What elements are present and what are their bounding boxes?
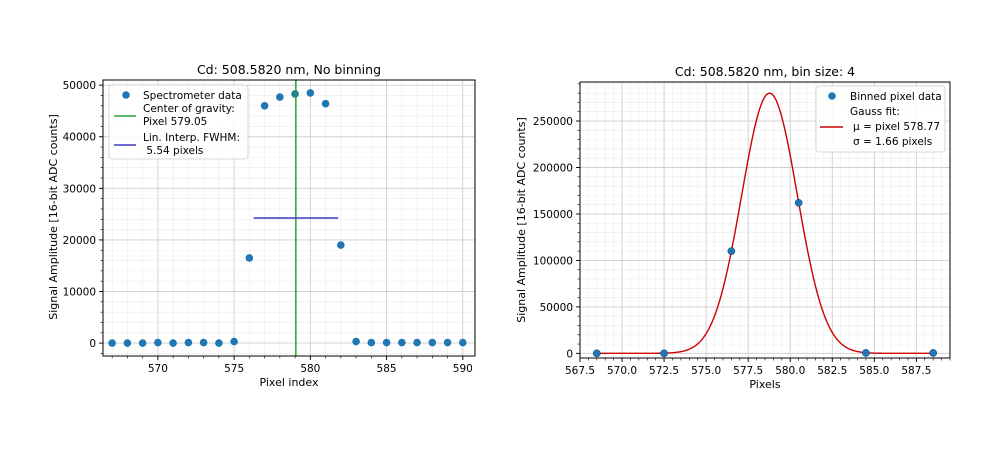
left-x-tick-label: 590 <box>453 363 473 375</box>
right-y-axis-label: Signal Amplitude [16-bit ADC counts] <box>515 117 528 323</box>
left-data-point <box>138 339 147 347</box>
right-y-tick-label: 150000 <box>533 209 573 221</box>
right-x-tick-label: 570.0 <box>607 365 637 377</box>
left-data-point <box>367 338 376 347</box>
left-x-tick-label: 580 <box>300 363 320 375</box>
left-y-tick-label: 20000 <box>63 235 96 247</box>
left-y-tick-label: 40000 <box>63 132 96 144</box>
right-y-tick-label: 200000 <box>533 162 573 174</box>
left-chart-title: Cd: 508.5820 nm, No binning <box>197 62 381 77</box>
left-axes-frame <box>102 79 476 357</box>
right-x-tick-label: 567.5 <box>565 365 595 377</box>
left-data-point <box>321 99 330 108</box>
left-data-point <box>337 241 345 249</box>
right-y-tick-label: 250000 <box>533 116 573 128</box>
left-legend-label-spectrometer: Spectrometer data <box>143 90 242 102</box>
right-y-tick-label: 100000 <box>533 255 573 267</box>
right-data-point <box>660 349 668 358</box>
left-data-point <box>245 254 254 262</box>
left-y-tick-label: 10000 <box>63 287 96 299</box>
left-data-point <box>230 337 238 346</box>
right-legend: Binned pixel data Gauss fit: μ = pixel 578… <box>815 85 946 153</box>
left-data-point <box>443 338 452 347</box>
left-data-point <box>291 90 299 98</box>
left-legend-marker-spectrometer <box>122 91 130 99</box>
right-x-tick-label: 577.5 <box>733 365 763 377</box>
right-data-point <box>794 199 803 207</box>
left-data-point <box>184 338 193 347</box>
left-data-point <box>123 339 132 347</box>
right-legend-label-binned: Binned pixel data <box>850 91 942 103</box>
right-x-tick-label: 582.5 <box>817 365 847 377</box>
left-series-scatter <box>108 89 467 347</box>
left-data-point <box>260 101 269 110</box>
left-data-point <box>169 339 177 347</box>
left-data-point <box>199 338 208 347</box>
left-chart-no-binning: Cd: 508.5820 nm, No binning Pixel index … <box>47 62 476 389</box>
left-data-point <box>428 338 437 347</box>
left-x-tick-label: 585 <box>377 363 397 375</box>
right-series-scatter-top <box>593 199 937 358</box>
left-data-point <box>276 93 284 101</box>
right-x-tick-label: 587.5 <box>901 365 931 377</box>
right-data-point <box>727 247 736 255</box>
right-data-point <box>929 349 937 357</box>
right-y-tick-label: 50000 <box>540 302 573 314</box>
left-legend-label-fwhm-line2: 5.54 pixels <box>143 145 203 157</box>
left-data-point <box>459 338 467 347</box>
left-x-axis-label: Pixel index <box>259 376 319 389</box>
left-data-point <box>154 338 162 347</box>
right-ticks: 567.5 570.0 572.5 575.0 577.5 580.0 582.5 585.0… <box>533 83 951 377</box>
right-data-point <box>593 349 601 358</box>
right-chart-bin-size-4: Cd: 508.5820 nm, bin size: 4 Pixels Sign… <box>515 64 951 391</box>
left-x-tick-label: 570 <box>148 363 168 375</box>
left-x-tick-label: 575 <box>224 363 244 375</box>
right-gauss-fit-curve <box>596 92 934 355</box>
left-legend-label-cog-line1: Center of gravity: <box>143 103 235 115</box>
right-legend-box <box>815 85 946 153</box>
right-x-tick-label: 585.0 <box>859 365 889 377</box>
left-y-tick-label: 30000 <box>63 183 96 195</box>
right-chart-title: Cd: 508.5820 nm, bin size: 4 <box>675 64 855 79</box>
right-y-tick-label: 0 <box>566 348 573 360</box>
right-data-point <box>862 349 870 357</box>
left-data-point <box>108 339 116 347</box>
left-legend-label-fwhm-line1: Lin. Interp. FWHM: <box>143 132 240 144</box>
left-data-point <box>306 89 315 97</box>
left-legend-label-cog-line2: Pixel 579.05 <box>143 116 207 128</box>
left-data-point <box>413 338 421 347</box>
left-y-tick-label: 50000 <box>63 80 96 92</box>
left-ticks: 570 575 580 585 590 0 10000 20000 30000 40000 5000… <box>63 80 473 375</box>
left-legend-box <box>108 84 249 160</box>
right-legend-label-gauss-line3: σ = 1.66 pixels <box>853 136 932 148</box>
right-x-tick-label: 572.5 <box>649 365 679 377</box>
right-x-axis-label: Pixels <box>749 378 780 391</box>
left-y-tick-label: 0 <box>89 338 96 350</box>
right-x-tick-label: 580.0 <box>775 365 805 377</box>
right-x-tick-label: 575.0 <box>691 365 721 377</box>
left-data-point <box>352 337 360 346</box>
right-legend-label-gauss-line1: Gauss fit: <box>850 106 900 118</box>
left-y-axis-label: Signal Amplitude [16-bit ADC counts] <box>47 114 60 320</box>
left-data-point <box>382 338 391 347</box>
left-data-point <box>215 339 223 347</box>
left-data-point <box>398 338 406 347</box>
right-legend-marker-binned <box>828 92 836 100</box>
right-legend-label-gauss-line2: μ = pixel 578.77 <box>853 121 940 133</box>
